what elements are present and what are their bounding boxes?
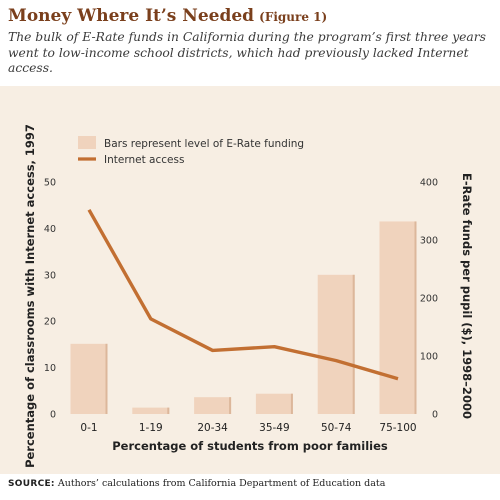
- internet-access-line: [87, 209, 399, 381]
- x-tick-label: 0-1: [80, 422, 97, 434]
- legend-bar-label: Bars represent level of E-Rate funding: [104, 138, 304, 150]
- source-label: SOURCE:: [8, 479, 55, 489]
- bar-20-34: [194, 397, 232, 414]
- y-axis-left-label: Percentage of classrooms with Internet a…: [23, 124, 37, 468]
- y-right-tick-label: 100: [420, 352, 438, 363]
- y-right-tick-label: 300: [420, 236, 438, 247]
- line-layer: [87, 209, 399, 381]
- source-line: SOURCE: Authors’ calculations from Calif…: [8, 478, 494, 489]
- bar-edge-50-74: [352, 274, 355, 414]
- y-right-tick-label: 0: [432, 410, 438, 421]
- bar-0-1: [70, 343, 108, 414]
- x-axis-label: Percentage of students from poor familie…: [112, 439, 388, 453]
- bar-35-49: [255, 393, 293, 414]
- title-line: Money Where It’s Needed (Figure 1): [8, 6, 494, 26]
- y-left-tick-label: 0: [50, 410, 56, 421]
- x-tick-label: 20-34: [197, 422, 228, 434]
- legend-line-label: Internet access: [104, 154, 184, 166]
- bar-edge-0-1: [105, 343, 108, 414]
- title-block: Money Where It’s Needed (Figure 1) The b…: [8, 6, 494, 77]
- legend: Bars represent level of E-Rate funding I…: [78, 136, 304, 166]
- y-left-tick-label: 40: [44, 224, 56, 235]
- y-left-tick-label: 10: [44, 363, 56, 374]
- y-right-tick-label: 400: [420, 178, 438, 189]
- source-text: Authors’ calculations from California De…: [57, 478, 386, 489]
- bar-edge-75-100: [414, 221, 417, 414]
- x-tick-label: 35-49: [259, 422, 290, 434]
- chart-svg: Bars represent level of E-Rate funding I…: [23, 124, 474, 468]
- right-axis: 0 100 200 300 400: [420, 178, 438, 421]
- bars: [70, 221, 417, 414]
- y-left-tick-label: 30: [44, 270, 56, 281]
- y-axis-right-label: E-Rate funds per pupil ($), 1998–2000: [460, 173, 474, 419]
- bar-50-74: [317, 274, 355, 414]
- chart-subtitle: The bulk of E-Rate funds in California d…: [8, 30, 486, 75]
- bar-75-100: [379, 221, 417, 414]
- legend-bar-swatch: [78, 136, 96, 149]
- x-tick-label: 75-100: [379, 422, 416, 434]
- bar-edge-1-19: [167, 407, 170, 414]
- figure-label: (Figure 1): [259, 10, 328, 24]
- x-tick-label: 50-74: [321, 422, 352, 434]
- bar-edge-20-34: [229, 397, 232, 414]
- left-axis: 0 10 20 30 40 50: [44, 178, 56, 421]
- bar-1-19: [132, 407, 170, 414]
- y-left-tick-label: 20: [44, 317, 56, 328]
- bar-edge-35-49: [290, 393, 293, 414]
- y-right-tick-label: 200: [420, 294, 438, 305]
- y-left-tick-label: 50: [44, 178, 56, 189]
- chart-title: Money Where It’s Needed: [8, 6, 255, 26]
- x-tick-label: 1-19: [139, 422, 163, 434]
- x-axis: 0-1 1-19 20-34 35-49 50-74 75-100: [80, 422, 416, 434]
